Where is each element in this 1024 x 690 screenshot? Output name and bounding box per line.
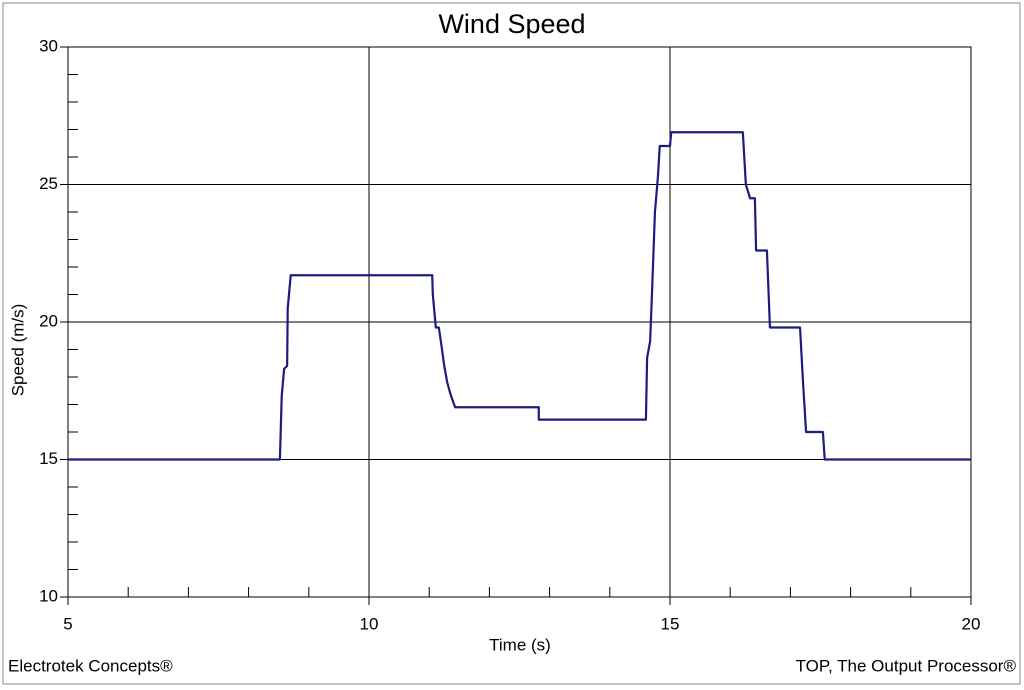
y-tick-label: 20 <box>39 311 58 330</box>
y-tick-label: 10 <box>39 586 58 605</box>
plot-frame <box>67 46 972 598</box>
footer-right: TOP, The Output Processor® <box>796 656 1017 675</box>
chart-title: Wind Speed <box>438 9 585 39</box>
data-line <box>68 131 971 461</box>
footer-left: Electrotek Concepts® <box>8 656 173 675</box>
x-axis-label: Time (s) <box>489 635 551 654</box>
y-axis-label: Speed (m/s) <box>8 304 27 397</box>
x-tick-label: 10 <box>360 614 379 633</box>
y-tick-label: 25 <box>39 174 58 193</box>
x-tick-label: 15 <box>661 614 680 633</box>
x-tick-label: 20 <box>962 614 981 633</box>
y-tick-label: 15 <box>39 449 58 468</box>
x-tick-label: 5 <box>63 614 72 633</box>
y-tick-label: 30 <box>39 36 58 55</box>
